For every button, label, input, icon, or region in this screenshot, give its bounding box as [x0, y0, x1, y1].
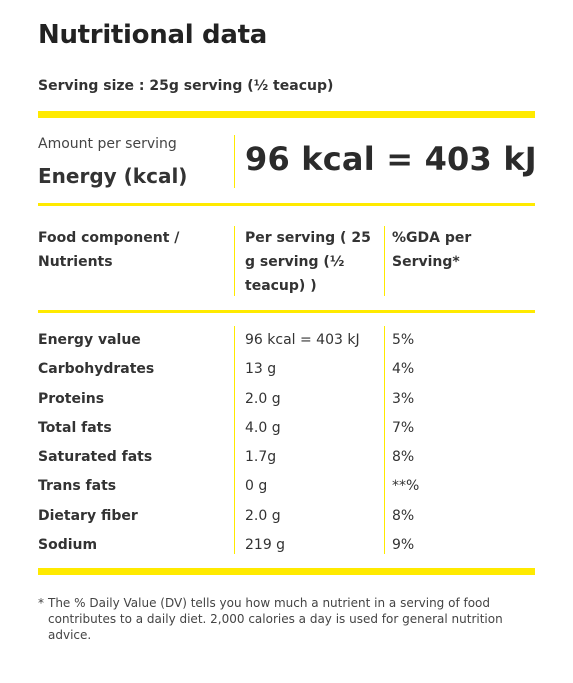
table-divider-1 — [234, 326, 235, 554]
table-row: Total fats 4.0 g 7% — [38, 414, 535, 443]
nutrient-gda: 8% — [392, 507, 415, 524]
divider-energy — [38, 203, 535, 206]
nutrient-value: 13 g — [245, 361, 277, 378]
nutrient-value: 1.7g — [245, 449, 277, 466]
table-row: Energy value 96 kcal = 403 kJ 5% — [38, 326, 535, 355]
divider-bottom — [38, 568, 535, 575]
nutrient-gda: 7% — [392, 419, 415, 436]
nutrient-name: Dietary fiber — [38, 507, 138, 524]
serving-size: Serving size : 25g serving (½ teacup) — [38, 78, 334, 94]
nutrient-value: 4.0 g — [245, 419, 281, 436]
table-row: Sodium 219 g 9% — [38, 531, 535, 560]
footnote-marker: * — [38, 596, 44, 610]
header-divider-2 — [384, 226, 385, 296]
nutrient-name: Trans fats — [38, 478, 117, 495]
nutrient-value: 219 g — [245, 537, 286, 554]
nutrient-name: Sodium — [38, 537, 98, 554]
energy-label: Energy (kcal) — [38, 164, 188, 188]
nutrient-value: 2.0 g — [245, 507, 281, 524]
table-row: Proteins 2.0 g 3% — [38, 385, 535, 414]
nutrient-gda: 3% — [392, 390, 415, 407]
table-row: Carbohydrates 13 g 4% — [38, 355, 535, 384]
header-food-component: Food component / Nutrients — [38, 230, 180, 270]
nutrient-table: Energy value 96 kcal = 403 kJ 5% Carbohy… — [38, 326, 535, 560]
nutrient-gda: 8% — [392, 449, 415, 466]
table-row: Saturated fats 1.7g 8% — [38, 443, 535, 472]
nutrient-value: 96 kcal = 403 kJ — [245, 332, 360, 348]
nutrient-name: Energy value — [38, 332, 141, 348]
nutrient-gda: 4% — [392, 361, 415, 378]
energy-divider — [234, 135, 235, 188]
table-row: Trans fats 0 g **% — [38, 472, 535, 501]
nutrient-name: Total fats — [38, 419, 112, 436]
header-per-serving: Per serving ( 25 g serving (½ teacup) ) — [245, 230, 371, 294]
nutrient-gda: 9% — [392, 537, 415, 554]
footnote: * The % Daily Value (DV) tells you how m… — [38, 595, 538, 643]
divider-header — [38, 310, 535, 313]
nutrient-value: 2.0 g — [245, 390, 281, 407]
nutrient-gda: 5% — [392, 332, 415, 348]
nutrient-value: 0 g — [245, 478, 268, 495]
header-divider-1 — [234, 226, 235, 296]
nutrient-name: Proteins — [38, 390, 105, 407]
table-divider-2 — [384, 326, 385, 554]
footnote-text: The % Daily Value (DV) tells you how muc… — [48, 596, 503, 642]
divider-top — [38, 111, 535, 118]
energy-value: 96 kcal = 403 kJ — [245, 140, 537, 178]
nutrient-gda: **% — [392, 478, 420, 495]
nutrient-name: Carbohydrates — [38, 361, 155, 378]
header-gda: %GDA per Serving* — [392, 230, 472, 270]
page-title: Nutritional data — [38, 20, 267, 50]
amount-per-serving-label: Amount per serving — [38, 136, 177, 152]
table-row: Dietary fiber 2.0 g 8% — [38, 502, 535, 531]
nutrient-name: Saturated fats — [38, 449, 153, 466]
